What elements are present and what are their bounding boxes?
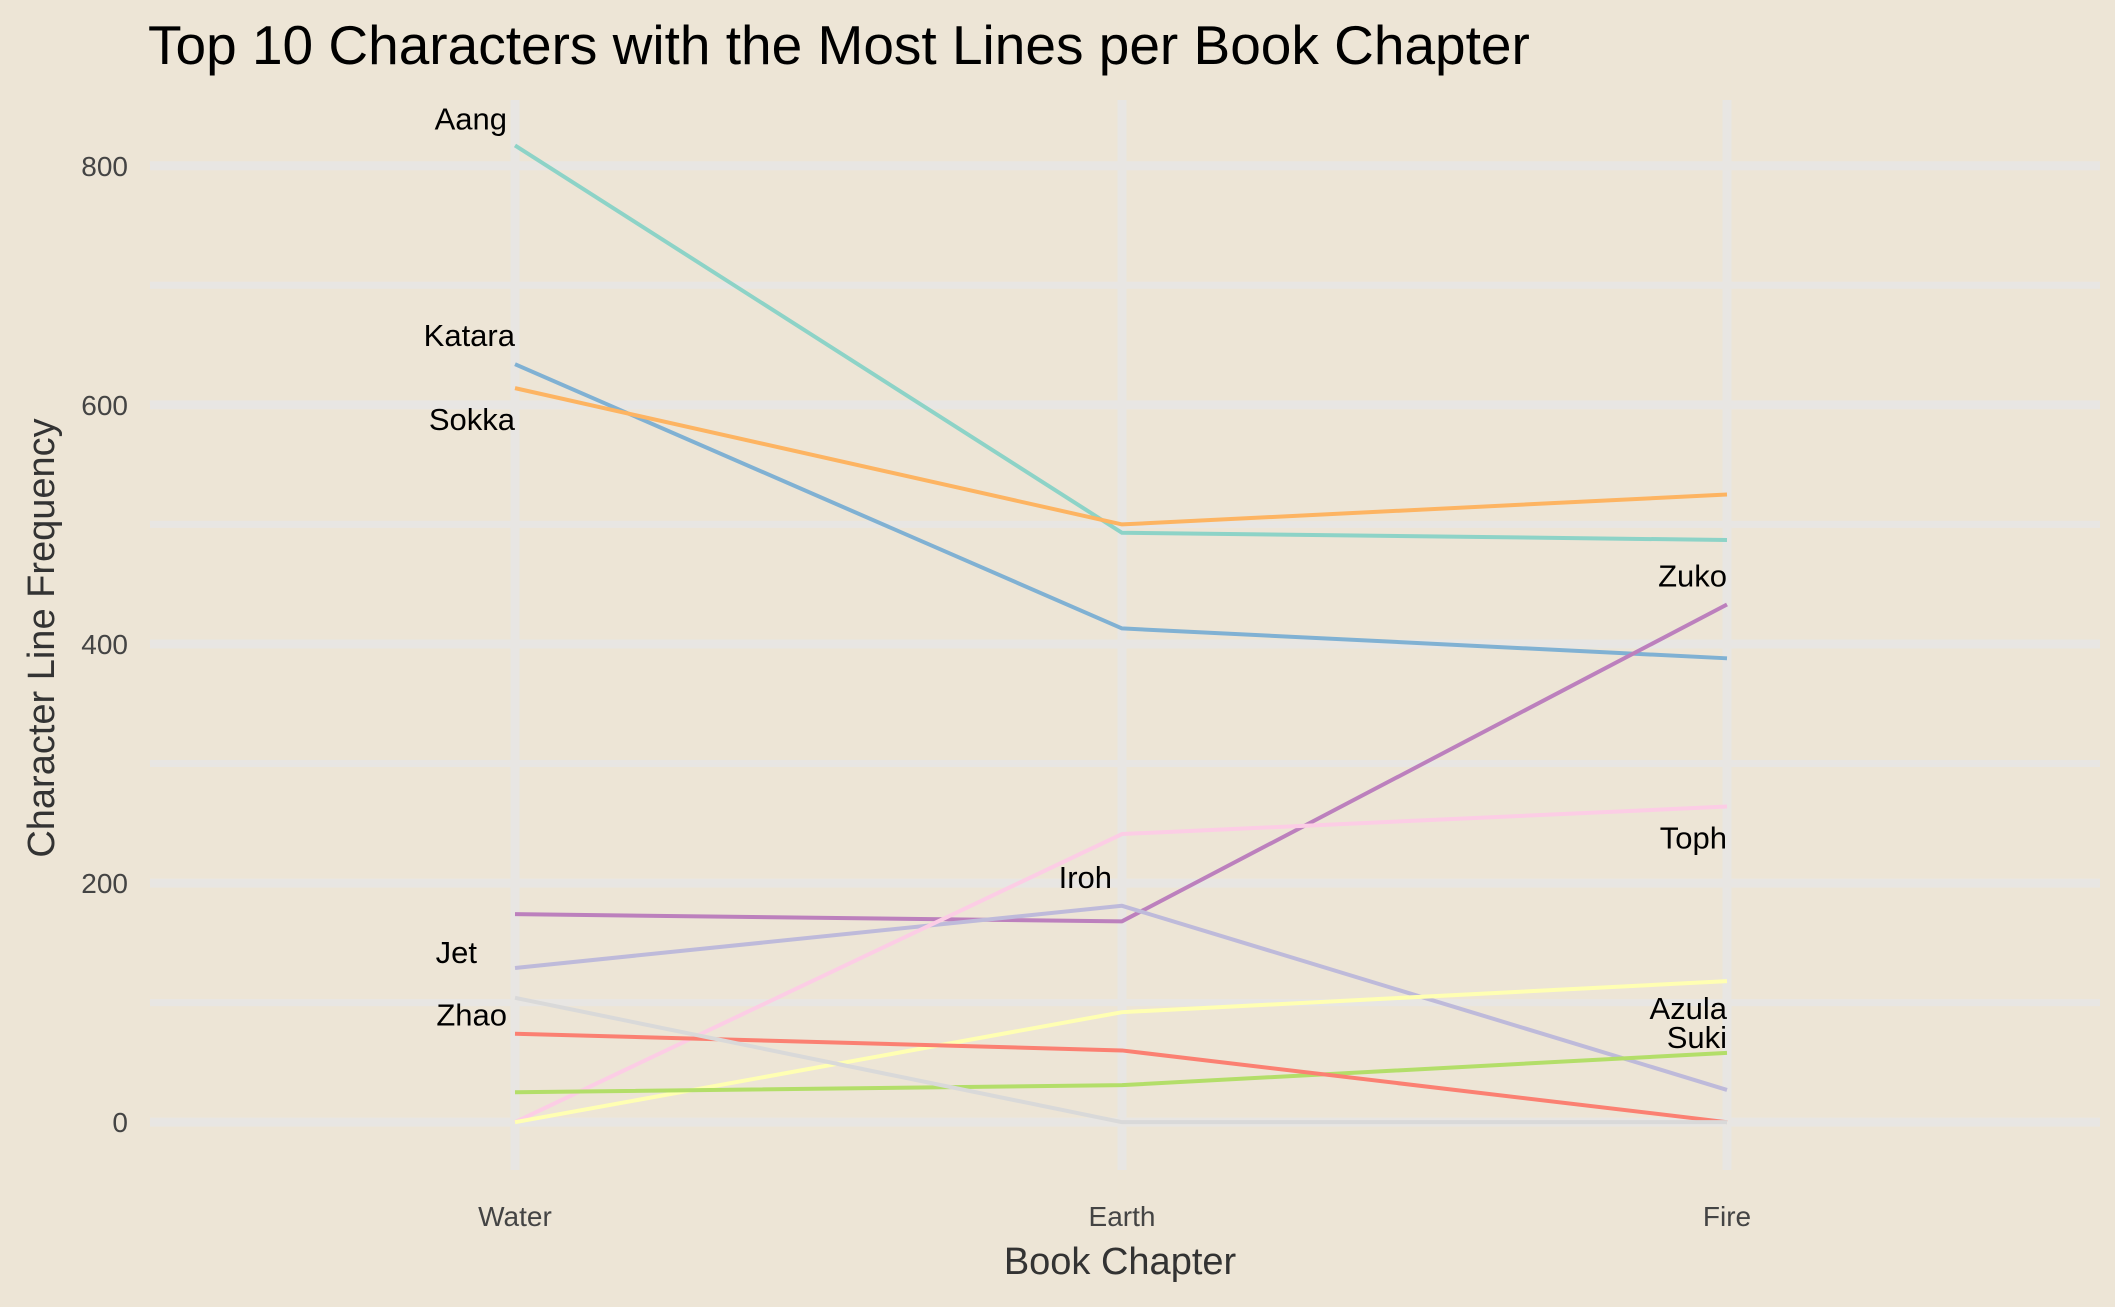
y-tick-label: 0 bbox=[112, 1107, 128, 1138]
x-tick-label: Fire bbox=[1703, 1201, 1751, 1232]
series-line-sokka bbox=[514, 386, 1728, 527]
y-axis-title: Character Line Frequency bbox=[21, 418, 63, 857]
y-tick-label: 600 bbox=[81, 390, 128, 421]
y-tick-label: 200 bbox=[81, 868, 128, 899]
series-label-zuko: Zuko bbox=[1658, 559, 1727, 594]
chart-title: Top 10 Characters with the Most Lines pe… bbox=[148, 14, 1530, 76]
series-label-suki: Suki bbox=[1667, 1020, 1727, 1055]
x-axis-title: Book Chapter bbox=[1004, 1241, 1237, 1283]
series-line-jet bbox=[514, 995, 1727, 1125]
x-tick-label: Water bbox=[478, 1201, 552, 1232]
series-line-aang bbox=[513, 143, 1728, 542]
series-label-aang: Aang bbox=[435, 101, 507, 136]
series-label-jet: Jet bbox=[436, 935, 478, 970]
series-label-toph: Toph bbox=[1660, 821, 1727, 856]
y-tick-label: 400 bbox=[81, 629, 128, 660]
x-tick-label: Earth bbox=[1089, 1201, 1156, 1232]
series-line-azula bbox=[514, 979, 1728, 1125]
y-tick-label: 800 bbox=[81, 151, 128, 182]
series-lines bbox=[513, 143, 1728, 1125]
series-label-zhao: Zhao bbox=[436, 998, 507, 1033]
series-label-azula: Azula bbox=[1649, 991, 1727, 1026]
series-line-zuko bbox=[514, 602, 1728, 924]
series-line-toph bbox=[514, 804, 1728, 1124]
x-axis-ticks: Water Earth Fire bbox=[478, 1201, 1751, 1232]
series-label-katara: Katara bbox=[424, 318, 516, 353]
series-line-suki bbox=[514, 1050, 1728, 1095]
series-line-katara bbox=[514, 362, 1728, 661]
series-label-iroh: Iroh bbox=[1059, 860, 1112, 895]
series-line-iroh bbox=[514, 903, 1728, 1092]
y-axis-ticks: 0 200 400 600 800 bbox=[81, 151, 128, 1138]
series-label-sokka: Sokka bbox=[429, 402, 516, 437]
